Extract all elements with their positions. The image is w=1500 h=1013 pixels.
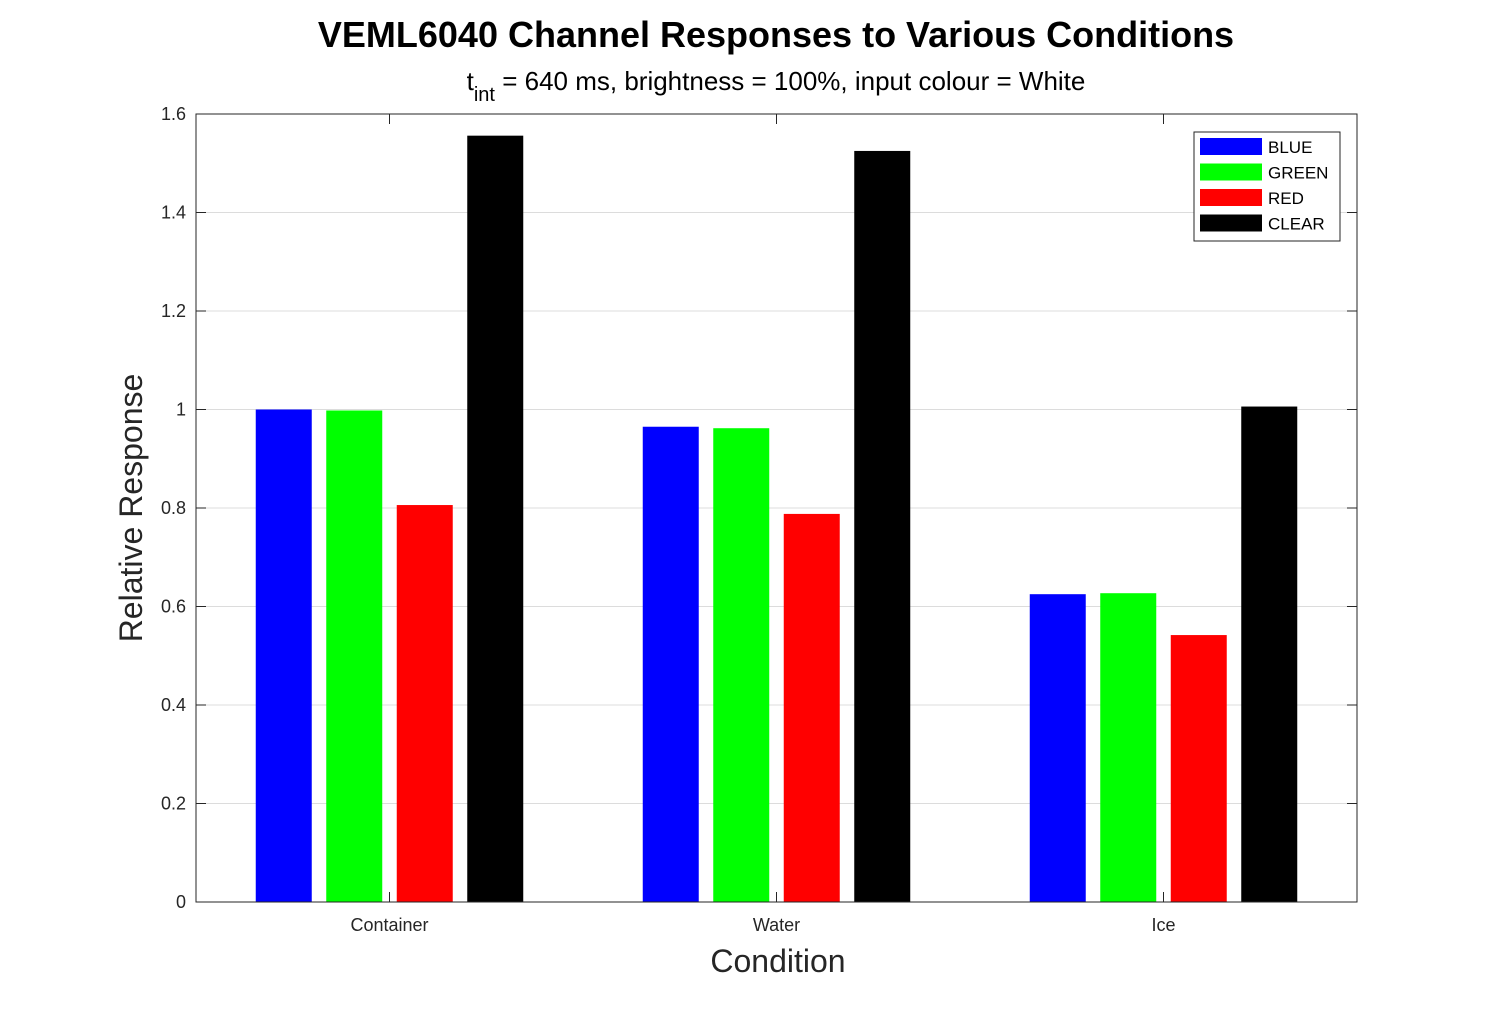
subtitle-t-subscript: int bbox=[474, 84, 496, 106]
bar-green-water bbox=[713, 428, 770, 902]
chart-title: VEML6040 Channel Responses to Various Co… bbox=[318, 14, 1234, 55]
y-tick-label: 1.4 bbox=[161, 203, 186, 223]
bar-clear-ice bbox=[1241, 406, 1298, 902]
x-tick-label: Container bbox=[350, 915, 428, 935]
y-tick-label: 1 bbox=[176, 400, 186, 420]
y-tick-label: 1.2 bbox=[161, 301, 186, 321]
y-axis-label: Relative Response bbox=[113, 374, 149, 643]
x-tick-label: Ice bbox=[1151, 915, 1175, 935]
x-axis-label: Condition bbox=[710, 943, 845, 979]
y-tick-label: 0 bbox=[176, 892, 186, 912]
chart-subtitle: tint = 640 ms, brightness = 100%, input … bbox=[467, 66, 1086, 106]
bar-red-container bbox=[396, 505, 453, 902]
bar-blue-water bbox=[642, 426, 699, 902]
subtitle-rest: = 640 ms, brightness = 100%, input colou… bbox=[495, 66, 1085, 96]
legend-swatch-blue bbox=[1200, 138, 1262, 155]
legend-swatch-green bbox=[1200, 163, 1262, 181]
x-tick-label: Water bbox=[753, 915, 800, 935]
legend-label-red: RED bbox=[1268, 189, 1304, 208]
legend: BLUE GREEN RED CLEAR bbox=[1193, 131, 1341, 242]
legend-label-blue: BLUE bbox=[1268, 138, 1312, 157]
axis-ticks: 0 0.2 0.4 0.6 0.8 1 1.2 1.4 1.6 Container Water Ice bbox=[161, 104, 1357, 935]
legend-label-clear: CLEAR bbox=[1268, 215, 1325, 234]
bar-blue-container bbox=[255, 409, 312, 902]
legend-label-green: GREEN bbox=[1268, 164, 1328, 183]
bar-groups bbox=[255, 135, 1298, 903]
y-tick-label: 0.6 bbox=[161, 597, 186, 617]
y-tick-label: 0.2 bbox=[161, 794, 186, 814]
legend-swatch-clear bbox=[1200, 214, 1262, 232]
grid-lines bbox=[196, 212, 1357, 804]
bar-clear-container bbox=[467, 135, 524, 903]
bar-red-water bbox=[783, 513, 840, 902]
y-tick-label: 0.4 bbox=[161, 695, 186, 715]
bar-clear-water bbox=[854, 150, 911, 902]
y-tick-label: 0.8 bbox=[161, 498, 186, 518]
legend-swatch-red bbox=[1200, 189, 1262, 206]
subtitle-t-symbol: t bbox=[467, 66, 475, 96]
bar-green-ice bbox=[1100, 593, 1157, 902]
bar-blue-ice bbox=[1029, 594, 1086, 902]
bar-green-container bbox=[326, 410, 383, 902]
bar-red-ice bbox=[1170, 635, 1227, 902]
y-tick-label: 1.6 bbox=[161, 104, 186, 124]
